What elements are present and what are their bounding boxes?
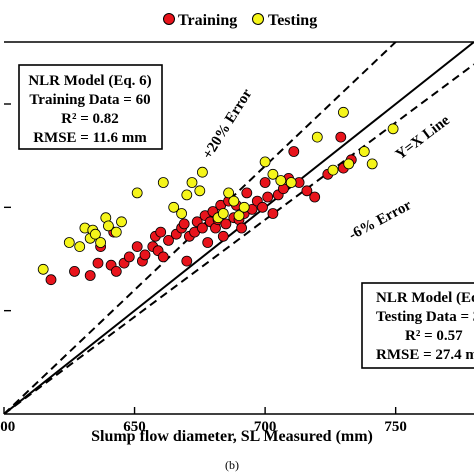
series-testing — [37, 106, 399, 275]
training-box-line-2: Training Data = 60 — [29, 92, 150, 108]
testing-box-line-4: RMSE = 27.4 mm — [376, 347, 474, 363]
testing-point-11 — [116, 216, 127, 228]
training-point-3 — [92, 257, 104, 269]
testing-point-16 — [181, 189, 193, 201]
training-point-24 — [196, 222, 208, 234]
series-training — [45, 131, 357, 286]
training-stats-box-frame — [18, 64, 163, 150]
testing-point-2 — [74, 241, 86, 253]
testing-point-25 — [238, 201, 250, 213]
testing-point-7 — [95, 237, 106, 248]
testing-point-13 — [157, 177, 169, 188]
legend-marker-training — [163, 13, 175, 25]
x-tick-label-650: 650 — [123, 419, 146, 435]
minus-6-percent-error-line — [4, 63, 474, 414]
testing-point-33 — [343, 158, 355, 170]
training-point-7 — [123, 251, 135, 263]
training-point-0 — [45, 274, 57, 286]
testing-point-23 — [228, 195, 240, 207]
testing-point-34 — [358, 146, 370, 157]
y-axis-ticks — [4, 103, 11, 312]
x-tick-label-750: 750 — [384, 419, 407, 435]
legend-label-testing: Testing — [268, 12, 317, 29]
testing-point-21 — [217, 208, 229, 219]
legend-marker-testing — [252, 13, 264, 25]
training-point-32 — [217, 230, 229, 242]
training-point-45 — [262, 191, 274, 203]
testing-point-17 — [186, 177, 198, 188]
plus-20-percent-error-label: +20% Error — [200, 86, 256, 162]
legend-label-training: Training — [178, 12, 237, 29]
testing-point-30 — [311, 131, 323, 143]
y-equals-x-line-label: Y=X Line — [393, 112, 453, 163]
x-axis-title: Slump flow diameter, SL Measured (mm) — [91, 428, 373, 445]
testing-point-1 — [63, 237, 75, 248]
training-point-2 — [84, 270, 96, 281]
x-tick-label-600: 600 — [0, 419, 15, 435]
testing-stats-box: NLR Model (Eq. 6) Testing Data = 37 R² =… — [361, 282, 474, 369]
testing-box-line-2: Testing Data = 37 — [376, 309, 474, 325]
training-point-44 — [259, 177, 271, 188]
testing-point-26 — [259, 156, 271, 168]
testing-point-29 — [285, 177, 297, 188]
testing-point-14 — [168, 201, 180, 213]
testing-point-22 — [223, 187, 235, 199]
training-point-26 — [202, 237, 214, 248]
x-axis-ticks: 600 650 700 750 — [0, 407, 407, 435]
testing-point-32 — [337, 106, 349, 118]
training-point-33 — [220, 218, 232, 230]
training-point-1 — [69, 265, 80, 277]
testing-point-12 — [131, 187, 143, 199]
testing-point-9 — [103, 220, 114, 232]
training-stats-box: NLR Model (Eq. 6) Training Data = 60 R² … — [18, 64, 163, 150]
testing-point-35 — [366, 158, 378, 170]
training-point-40 — [241, 187, 253, 199]
training-box-line-3: R² = 0.82 — [61, 111, 119, 127]
testing-box-line-3: R² = 0.57 — [405, 328, 463, 344]
testing-point-19 — [196, 166, 208, 178]
testing-point-18 — [194, 185, 206, 197]
testing-point-0 — [37, 263, 49, 275]
testing-point-28 — [275, 175, 287, 186]
training-point-55 — [335, 131, 347, 143]
training-point-38 — [236, 222, 248, 234]
testing-point-27 — [267, 168, 279, 180]
testing-point-15 — [176, 208, 188, 219]
training-box-line-1: NLR Model (Eq. 6) — [28, 73, 151, 89]
training-point-43 — [257, 201, 268, 213]
legend: Training Testing — [163, 12, 317, 29]
testing-point-31 — [327, 164, 339, 176]
training-point-19 — [178, 218, 190, 230]
training-point-50 — [288, 146, 300, 157]
training-point-8 — [131, 241, 143, 253]
training-point-14 — [155, 226, 167, 238]
training-point-20 — [181, 255, 193, 267]
testing-point-36 — [387, 123, 399, 135]
x-tick-label-700: 700 — [254, 419, 277, 435]
training-point-52 — [301, 185, 313, 197]
minus-6-percent-error-label: -6% Error — [346, 197, 414, 243]
panel-label: (b) — [225, 458, 239, 472]
training-point-10 — [139, 249, 151, 261]
training-point-46 — [267, 208, 279, 219]
training-point-16 — [163, 234, 174, 246]
plus-20-percent-error-line — [4, 42, 398, 414]
testing-point-10 — [110, 226, 122, 238]
testing-box-line-1: NLR Model (Eq. 6) — [376, 290, 474, 306]
testing-stats-box-frame — [361, 282, 474, 369]
training-point-53 — [309, 191, 321, 203]
training-point-5 — [110, 265, 122, 277]
testing-point-6 — [90, 228, 101, 240]
training-point-15 — [157, 251, 169, 263]
testing-point-24 — [233, 210, 245, 222]
training-box-line-4: RMSE = 11.6 mm — [33, 130, 147, 146]
